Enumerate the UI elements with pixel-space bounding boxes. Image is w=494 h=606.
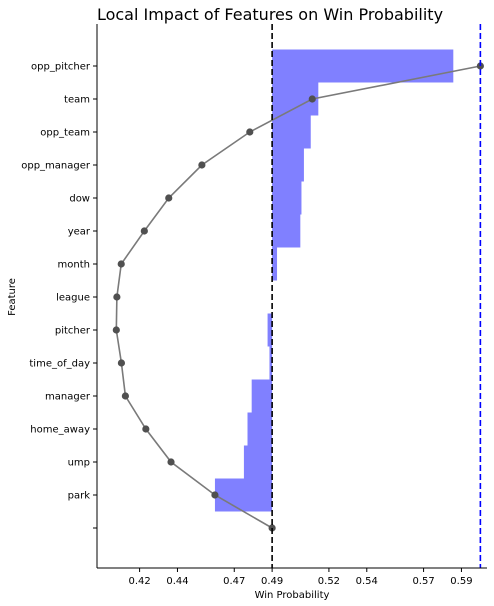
bar-ump (244, 446, 272, 479)
line-point-park (211, 491, 218, 498)
bar-year (272, 215, 300, 248)
y-axis-label: Feature (7, 278, 18, 316)
bar-opp_manager (272, 149, 304, 182)
x-tick-label: 0.54 (356, 576, 378, 587)
y-tick-label: manager (45, 392, 91, 403)
x-tick-label: 0.47 (223, 576, 245, 587)
line-point-dow (165, 194, 172, 201)
chart-title: Local Impact of Features on Win Probabil… (97, 5, 443, 24)
y-tick-label: home_away (30, 425, 90, 436)
y-tick-label: league (56, 293, 90, 304)
y-tick-label: month (58, 260, 90, 271)
y-tick-label: park (68, 491, 91, 502)
line-point-home_away (142, 425, 149, 432)
bar-opp_pitcher (272, 50, 453, 83)
bar-park (215, 479, 272, 512)
bar-home_away (248, 413, 273, 446)
y-tick-label: time_of_day (29, 359, 90, 370)
bar-opp_team (272, 116, 311, 149)
x-tick-label: 0.42 (128, 576, 150, 587)
x-tick-label: 0.44 (166, 576, 188, 587)
line-point-month (118, 260, 125, 267)
x-tick-label: 0.57 (412, 576, 434, 587)
y-tick-label: ump (68, 458, 90, 469)
x-tick-label: 0.59 (450, 576, 472, 587)
y-tick-label: dow (69, 194, 90, 205)
bar-dow (272, 182, 301, 215)
y-tick-label: opp_manager (21, 161, 91, 172)
line-point-team (309, 95, 316, 102)
y-tick-label: year (68, 227, 91, 238)
y-tick-label: pitcher (55, 326, 91, 337)
line-point-opp_team (246, 128, 253, 135)
x-axis-label: Win Probability (255, 590, 330, 601)
bar-manager (252, 380, 272, 413)
line-point-time_of_day (118, 359, 125, 366)
line-point-league (113, 293, 120, 300)
bars-group (215, 50, 453, 512)
line-point-opp_manager (198, 161, 205, 168)
line-point-ump (167, 458, 174, 465)
x-tick-label: 0.52 (318, 576, 340, 587)
y-tick-label: opp_team (40, 128, 90, 139)
y-tick-label: opp_pitcher (31, 62, 91, 73)
line-point-year (141, 227, 148, 234)
y-tick-label: team (64, 95, 90, 106)
x-tick-label: 0.49 (261, 576, 283, 587)
line-point-manager (122, 392, 129, 399)
line-point-pitcher (113, 326, 120, 333)
x-tick-group: 0.42 0.44 0.47 0.49 0.52 0.54 0.57 0.59 (128, 568, 472, 587)
